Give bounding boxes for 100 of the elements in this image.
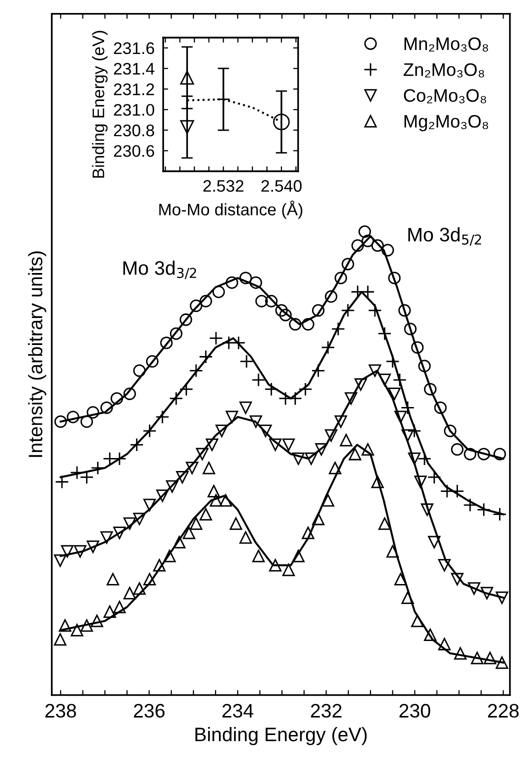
point: [123, 388, 136, 400]
point: [80, 619, 93, 632]
point: [209, 331, 223, 346]
x-axis-title: Binding Energy (eV): [195, 727, 367, 746]
point: [180, 120, 194, 134]
point: [484, 652, 496, 664]
point: [190, 300, 202, 312]
point: [388, 272, 401, 284]
point: [292, 452, 305, 465]
point: [451, 572, 464, 586]
x-tick-label: 228: [488, 704, 519, 718]
point: [86, 540, 100, 553]
point: [464, 448, 476, 460]
point: [269, 438, 282, 452]
annotation: Mo 3d$_{3/2}$: [123, 260, 196, 280]
point: [61, 545, 74, 558]
point: [100, 401, 113, 414]
legend-label: Mg₂Mo₃O₈: [404, 114, 488, 132]
point: [378, 517, 391, 530]
point: [166, 480, 178, 493]
legend-label: Zn₂Mo₃O₈: [404, 63, 484, 78]
point: [54, 633, 66, 646]
point: [182, 526, 196, 540]
point: [480, 586, 494, 600]
point: [444, 424, 456, 438]
point: [173, 536, 186, 548]
point: [411, 614, 424, 628]
point: [408, 452, 421, 465]
point: [273, 114, 290, 130]
point: [90, 614, 104, 628]
y-tick-label: 231.2: [114, 83, 154, 96]
point: [378, 374, 391, 386]
point: [340, 303, 355, 318]
point: [54, 554, 66, 567]
point: [146, 355, 159, 368]
point: [156, 490, 169, 502]
point: [334, 415, 348, 428]
point: [196, 448, 209, 460]
point: [324, 429, 338, 442]
point: [143, 498, 156, 512]
point: [70, 624, 84, 636]
point: [368, 364, 382, 377]
point: [321, 340, 335, 354]
point: [212, 286, 225, 298]
point: [123, 586, 136, 600]
point: [54, 415, 67, 428]
y-tick-label: 230.6: [114, 145, 154, 157]
point: [493, 448, 506, 460]
point: [133, 364, 146, 377]
point: [230, 517, 242, 530]
point: [176, 470, 189, 484]
point: [210, 494, 222, 507]
point: [133, 512, 146, 526]
point: [169, 392, 184, 406]
point: [160, 336, 173, 350]
point: [371, 476, 384, 488]
point: [110, 392, 124, 405]
point: [113, 600, 126, 614]
point: [401, 591, 414, 604]
point: [304, 452, 318, 465]
point: [386, 545, 399, 558]
point: [438, 638, 451, 650]
y-axis-title: Intensity (arbitrary units): [28, 251, 46, 457]
point: [478, 448, 490, 460]
legend-label: Mn₂Mo₃O₈: [404, 37, 488, 52]
point: [382, 244, 394, 256]
x-axis-title: Mo-Mo distance (Å): [159, 200, 302, 219]
point: [200, 508, 212, 521]
point: [74, 545, 86, 558]
point: [288, 318, 302, 331]
point: [250, 276, 262, 289]
point: [216, 424, 228, 438]
point: [470, 652, 484, 664]
point: [354, 378, 367, 391]
point: [239, 401, 252, 414]
point: [142, 424, 157, 438]
point: [362, 443, 374, 456]
point: [180, 313, 192, 326]
point: [240, 354, 254, 368]
point: [58, 619, 72, 632]
point: [438, 559, 451, 572]
point: [358, 225, 371, 238]
point: [239, 272, 252, 284]
point: [302, 318, 314, 331]
point: [344, 392, 358, 405]
point: [424, 382, 436, 396]
x-tick-label: 234: [222, 704, 254, 718]
point: [206, 438, 218, 452]
y-tick-label: 230.8: [114, 124, 154, 136]
point: [153, 559, 166, 572]
point: [255, 294, 268, 308]
point: [252, 550, 265, 562]
point: [186, 462, 198, 474]
y-axis-title: Binding Energy (eV): [92, 30, 108, 178]
point: [322, 494, 334, 507]
point: [496, 656, 508, 669]
x-tick-label: 238: [45, 704, 76, 718]
point: [170, 327, 182, 340]
point: [434, 401, 447, 414]
y-tick-label: 231.0: [114, 104, 154, 116]
